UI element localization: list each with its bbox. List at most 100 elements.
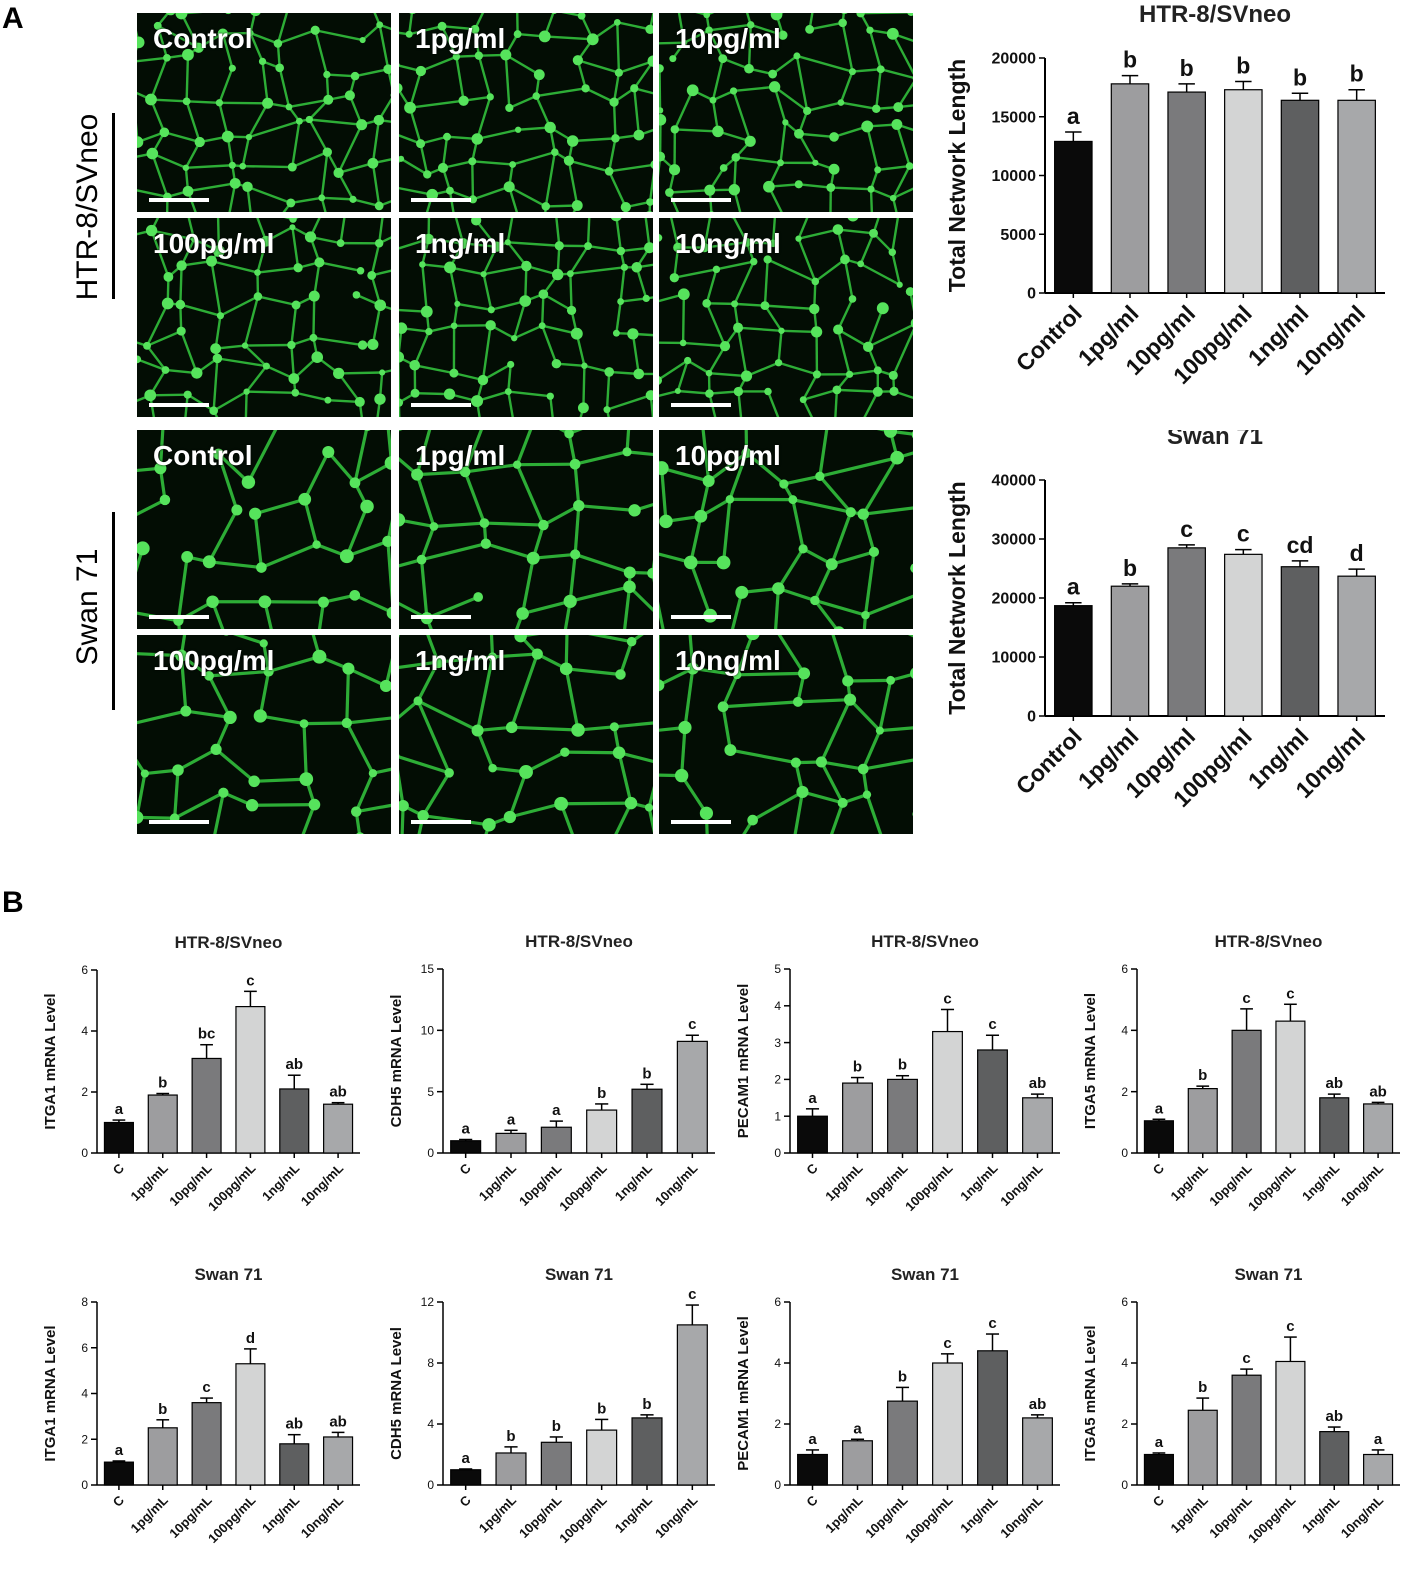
row-label-htr: HTR-8/SVneo — [71, 107, 105, 307]
bar — [236, 1007, 265, 1153]
chart-title: HTR-8/SVneo — [175, 933, 283, 952]
bar — [1232, 1375, 1261, 1485]
significance-letter: ab — [285, 1056, 303, 1073]
micrograph: 10pg/ml — [659, 430, 913, 629]
significance-letter: c — [943, 990, 951, 1007]
micrograph: Control — [137, 13, 391, 212]
significance-letter: b — [1198, 1379, 1207, 1396]
y-axis-label: CDH5 mRNA Level — [390, 995, 405, 1128]
micrograph-label: 1pg/ml — [415, 23, 505, 55]
x-tick-label: C — [110, 1492, 128, 1510]
bar — [978, 1351, 1008, 1485]
significance-letter: d — [1350, 540, 1364, 566]
x-tick-label: 1ng/mL — [612, 1492, 655, 1535]
bar — [1188, 1089, 1217, 1153]
significance-letter: b — [597, 1085, 606, 1102]
significance-letter: c — [1286, 1318, 1294, 1335]
y-tick-label: 5000 — [1000, 227, 1036, 244]
x-tick-label: 10ng/mL — [997, 1160, 1045, 1208]
chart-title: HTR-8/SVneo — [525, 932, 633, 951]
significance-letter: c — [202, 1379, 210, 1396]
x-tick-label: 1ng/mL — [957, 1492, 1000, 1535]
y-tick-label: 5 — [774, 962, 781, 976]
significance-letter: a — [115, 1101, 124, 1118]
x-tick-label: 100pg/mL — [205, 1492, 259, 1546]
bar — [1144, 1455, 1173, 1486]
x-tick-label: 1ng/mL — [259, 1492, 302, 1535]
micrograph: 100pg/ml — [137, 218, 391, 417]
scale-bar — [411, 198, 471, 202]
significance-letter: c — [1180, 516, 1193, 542]
bar — [104, 1462, 133, 1485]
bar — [1364, 1104, 1393, 1153]
bar — [798, 1116, 828, 1153]
bar — [451, 1141, 481, 1153]
significance-letter: a — [808, 1431, 817, 1448]
micrograph: 10ng/ml — [659, 635, 913, 834]
x-tick-label: 1ng/mL — [1299, 1160, 1342, 1203]
scale-bar — [149, 615, 209, 619]
y-tick-label: 2 — [81, 1432, 88, 1446]
scale-bar — [671, 403, 731, 407]
x-tick-label: C — [457, 1160, 475, 1178]
bar — [1168, 548, 1205, 716]
y-tick-label: 15000 — [992, 109, 1037, 126]
x-tick-label: 100pg/mL — [1245, 1492, 1299, 1546]
significance-letter: ab — [329, 1413, 347, 1430]
significance-letter: c — [688, 1286, 696, 1303]
panel-a-label: A — [2, 2, 24, 36]
significance-letter: b — [898, 1368, 907, 1385]
x-tick-label: C — [1150, 1492, 1168, 1510]
significance-letter: a — [552, 1102, 561, 1119]
significance-letter: c — [246, 972, 254, 989]
bar — [1055, 141, 1092, 293]
y-axis-label: PECAM1 mRNA Level — [735, 984, 752, 1138]
y-tick-label: 6 — [81, 1341, 88, 1355]
y-tick-label: 15 — [421, 962, 435, 976]
bar — [587, 1110, 617, 1153]
x-tick-label: 100pg/mL — [556, 1160, 610, 1214]
y-tick-label: 4 — [81, 1387, 88, 1401]
significance-letter: a — [1374, 1431, 1383, 1448]
significance-letter: ab — [1029, 1396, 1047, 1413]
y-tick-label: 0 — [81, 1478, 88, 1492]
significance-letter: a — [461, 1450, 470, 1467]
row-divider-htr — [112, 113, 115, 299]
chart-title: Swan 71 — [545, 1265, 613, 1284]
y-tick-label: 6 — [1121, 1295, 1128, 1309]
scale-bar — [671, 615, 731, 619]
panel-b-label: B — [2, 886, 24, 920]
x-tick-label: 100pg/mL — [1245, 1160, 1299, 1214]
y-tick-label: 10 — [421, 1024, 435, 1038]
bar — [192, 1403, 221, 1485]
micrograph-label: 1pg/ml — [415, 440, 505, 472]
bar — [1338, 576, 1375, 716]
bar — [843, 1441, 873, 1485]
y-tick-label: 12 — [421, 1295, 435, 1309]
micrograph-label: 1ng/ml — [415, 228, 505, 260]
y-tick-label: 10000 — [992, 168, 1037, 185]
bar — [978, 1050, 1008, 1153]
bar — [1111, 586, 1148, 716]
scale-bar — [411, 820, 471, 824]
bar — [933, 1363, 963, 1485]
significance-letter: b — [158, 1401, 167, 1418]
micrograph-label: 10ng/ml — [675, 645, 781, 677]
bar — [1232, 1030, 1261, 1153]
significance-letter: ab — [1369, 1083, 1387, 1100]
bar — [632, 1418, 662, 1485]
y-tick-label: 0 — [427, 1146, 434, 1160]
significance-letter: a — [1067, 103, 1080, 129]
significance-letter: b — [1123, 47, 1137, 73]
micrograph-label: 100pg/ml — [153, 228, 274, 260]
significance-letter: ab — [285, 1416, 303, 1433]
bar — [148, 1095, 177, 1153]
chart-title: Swan 71 — [1167, 430, 1263, 450]
y-tick-label: 2 — [1121, 1085, 1128, 1099]
y-tick-label: 4 — [774, 999, 781, 1013]
x-tick-label: 1ng/mL — [612, 1160, 655, 1203]
y-axis-label: ITGA1 mRNA Level — [42, 1325, 59, 1461]
